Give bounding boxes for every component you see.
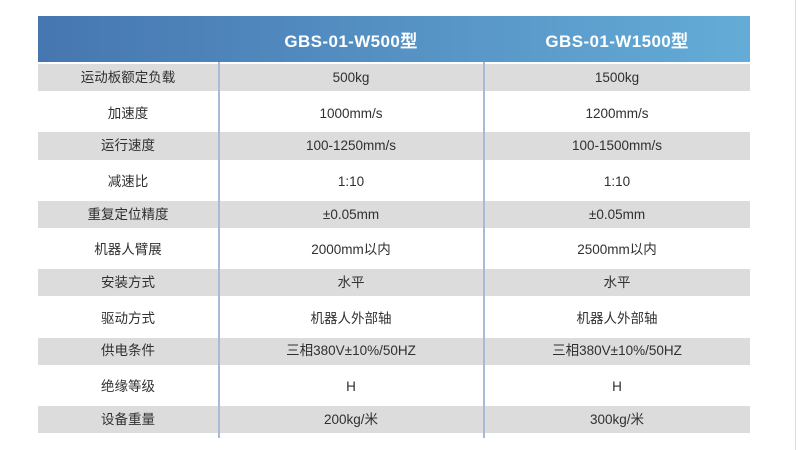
row-value-w1500: 100-1500mm/s [571,138,663,154]
table-row: 设备重量 200kg/米 300kg/米 [38,403,750,439]
table-header: GBS-01-W500型 GBS-01-W1500型 [38,16,750,62]
row-label: 加速度 [107,105,149,121]
column-divider [218,62,220,439]
row-value-w500: 三相380V±10%/50HZ [286,343,416,359]
row-value-w500: ±0.05mm [322,206,380,222]
column-divider [483,62,485,439]
row-label: 安装方式 [101,274,155,290]
row-label: 运动板额定负载 [80,69,176,85]
row-label: 运行速度 [101,138,155,154]
row-value-w1500: 1200mm/s [585,105,649,121]
row-value-w1500: 水平 [603,274,631,290]
row-label: 减速比 [107,173,149,189]
row-value-w500: 水平 [337,274,365,290]
header-corner-cell [38,16,218,62]
row-value-w1500: 2500mm以内 [577,242,657,258]
row-value-w500: 1:10 [337,173,365,189]
row-value-w500: H [346,379,356,395]
row-value-w1500: 300kg/米 [589,411,645,427]
row-value-w500: 200kg/米 [323,411,379,427]
row-value-w500: 1000mm/s [319,105,383,121]
row-label: 驱动方式 [101,310,155,326]
table-row: 供电条件 三相380V±10%/50HZ 三相380V±10%/50HZ [38,335,750,370]
table-row: 安装方式 水平 水平 [38,267,750,302]
row-label: 供电条件 [101,343,155,359]
row-value-w500: 机器人外部轴 [310,310,392,326]
table-row: 运动板额定负载 500kg 1500kg [38,62,750,97]
row-value-w1500: 1:10 [603,173,631,189]
row-value-w1500: ±0.05mm [588,206,646,222]
table-row: 运行速度 100-1250mm/s 100-1500mm/s [38,130,750,165]
row-value-w500: 100-1250mm/s [305,138,397,154]
row-value-w500: 500kg [332,69,370,85]
table-row: 绝缘等级 H H [38,369,750,404]
header-model-w1500: GBS-01-W1500型 [545,31,689,51]
row-label: 重复定位精度 [87,206,169,222]
table-row: 驱动方式 机器人外部轴 机器人外部轴 [38,301,750,336]
row-value-w1500: 1500kg [594,69,640,85]
row-label: 设备重量 [101,411,155,427]
row-value-w1500: H [612,379,622,395]
row-label: 绝缘等级 [101,379,155,395]
header-model-w500: GBS-01-W500型 [284,31,418,51]
row-value-w1500: 三相380V±10%/50HZ [552,343,682,359]
table-row: 重复定位精度 ±0.05mm ±0.05mm [38,198,750,233]
table-body: 运动板额定负载 500kg 1500kg 加速度 1000mm/s 1200mm… [38,62,750,439]
page-edge-line [795,0,796,450]
row-value-w1500: 机器人外部轴 [576,310,658,326]
table-row: 减速比 1:10 1:10 [38,164,750,199]
spec-comparison-table: GBS-01-W500型 GBS-01-W1500型 运动板额定负载 500kg… [38,16,750,439]
row-label: 机器人臂展 [94,242,162,258]
table-row: 加速度 1000mm/s 1200mm/s [38,96,750,131]
table-row: 机器人臂展 2000mm以内 2500mm以内 [38,232,750,268]
row-value-w500: 2000mm以内 [311,242,391,258]
